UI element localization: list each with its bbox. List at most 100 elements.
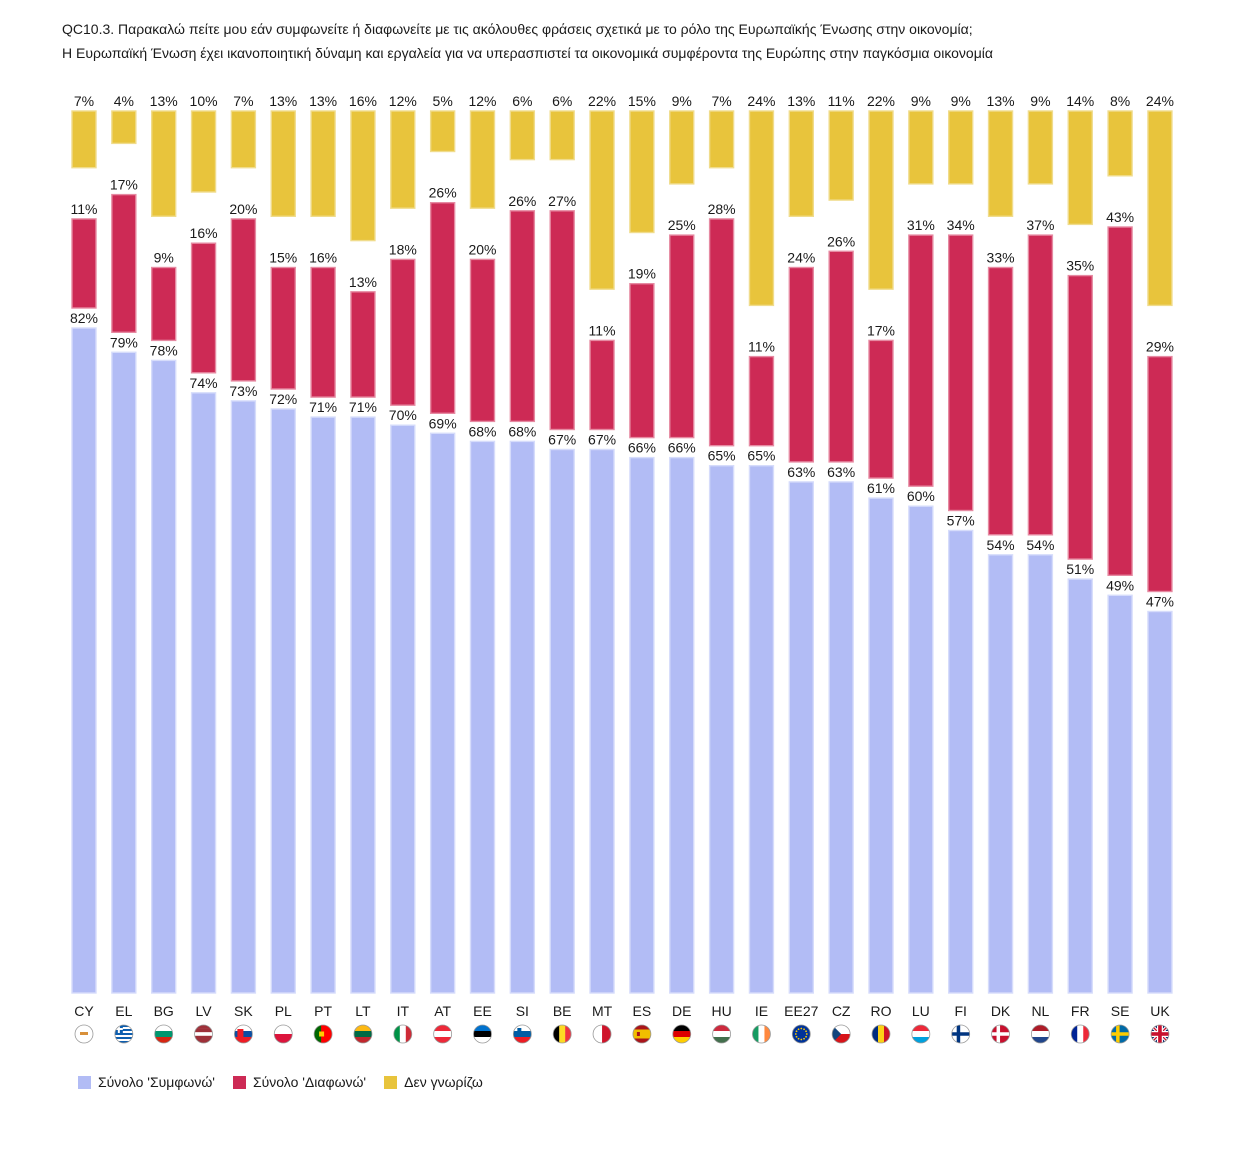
uk-flag-icon <box>1150 1024 1170 1044</box>
label-agree-ie: 65% <box>747 448 775 464</box>
category-label-si: SI <box>516 1003 529 1019</box>
bar-disagree-ee <box>469 258 496 423</box>
category-label-cy: CY <box>74 1003 94 1019</box>
category-label-ee27: EE27 <box>784 1003 818 1019</box>
bar-disagree-at <box>429 201 456 415</box>
bar-disagree-it <box>390 258 416 406</box>
category-label-de: DE <box>672 1003 691 1019</box>
chart-legend: Σύνολο 'Συμφωνώ' Σύνολο 'Διαφωνώ' Δεν γν… <box>78 1074 501 1090</box>
label-disagree-es: 19% <box>628 266 656 282</box>
bar-agree-nl <box>1027 554 1054 994</box>
bar-disagree-pl <box>270 266 296 390</box>
ee-flag-icon <box>473 1024 492 1044</box>
ie-flag-icon <box>752 1024 771 1044</box>
bar-agree-pt <box>310 416 336 994</box>
chart-title-line-1: QC10.3. Παρακαλώ πείτε μου εάν συμφωνείτ… <box>62 21 973 37</box>
label-dont-know-hu: 7% <box>711 93 731 109</box>
bar-disagree-ie <box>748 355 775 447</box>
bar-disagree-cz <box>828 250 854 463</box>
nl-flag-icon <box>1031 1024 1050 1044</box>
gr-flag-icon <box>114 1024 134 1044</box>
se-flag-icon <box>1110 1024 1130 1044</box>
bar-dont-know-pl <box>270 110 296 218</box>
label-dont-know-lv: 10% <box>190 93 218 109</box>
cz-flag-icon <box>831 1024 851 1044</box>
label-disagree-se: 43% <box>1106 209 1134 225</box>
category-label-dk: DK <box>991 1003 1011 1019</box>
legend-swatch-agree <box>78 1075 91 1089</box>
bar-dont-know-fr <box>1067 110 1093 226</box>
bar-disagree-cy <box>71 218 97 309</box>
bar-disagree-fi <box>948 234 974 512</box>
si-flag-icon <box>512 1024 532 1044</box>
label-dont-know-pl: 13% <box>269 93 297 109</box>
label-agree-nl: 54% <box>1026 537 1054 553</box>
bar-agree-dk <box>987 554 1014 994</box>
bg-flag-icon <box>154 1024 174 1044</box>
label-agree-pl: 72% <box>269 391 297 407</box>
label-dont-know-ro: 22% <box>867 93 895 109</box>
bar-agree-ro <box>868 497 894 994</box>
be-flag-icon <box>552 1024 572 1044</box>
bar-dont-know-lt <box>350 110 376 242</box>
label-dont-know-it: 12% <box>389 93 417 109</box>
bar-agree-ee27 <box>788 481 814 994</box>
bar-dont-know-el <box>111 110 137 145</box>
label-dont-know-uk: 24% <box>1146 93 1174 109</box>
bar-agree-be <box>549 448 575 994</box>
bar-disagree-hu <box>708 218 735 447</box>
label-dont-know-lu: 9% <box>911 93 931 109</box>
category-label-mt: MT <box>592 1003 613 1019</box>
label-disagree-mt: 11% <box>589 322 616 338</box>
label-disagree-cz: 26% <box>827 233 855 249</box>
label-disagree-fr: 35% <box>1066 258 1094 274</box>
legend-label-dont-know: Δεν γνωρίζω <box>404 1074 483 1090</box>
label-disagree-bg: 9% <box>154 250 174 266</box>
bar-disagree-lt <box>350 291 376 398</box>
category-label-hu: HU <box>711 1003 731 1019</box>
category-label-bg: BG <box>154 1003 174 1019</box>
label-agree-lv: 74% <box>190 375 218 391</box>
bar-disagree-dk <box>987 266 1014 536</box>
bar-agree-at <box>429 432 456 994</box>
category-label-nl: NL <box>1031 1003 1049 1019</box>
label-agree-dk: 54% <box>987 537 1015 553</box>
category-label-lu: LU <box>912 1003 930 1019</box>
category-label-fr: FR <box>1071 1003 1090 1019</box>
label-agree-ee27: 63% <box>787 464 815 480</box>
label-dont-know-pt: 13% <box>309 93 337 109</box>
bar-dont-know-bg <box>150 110 177 218</box>
label-agree-lt: 71% <box>349 399 377 415</box>
bar-disagree-el <box>111 193 137 334</box>
bar-dont-know-ee <box>469 110 496 209</box>
ro-flag-icon <box>871 1024 891 1044</box>
label-dont-know-dk: 13% <box>987 93 1015 109</box>
lu-flag-icon <box>911 1024 931 1044</box>
bar-agree-es <box>629 456 655 994</box>
bar-agree-lu <box>908 505 934 994</box>
label-agree-de: 66% <box>668 440 696 456</box>
bar-dont-know-lu <box>908 110 934 185</box>
category-label-pt: PT <box>314 1003 332 1019</box>
legend-swatch-disagree <box>232 1075 246 1089</box>
bar-disagree-fr <box>1067 274 1093 560</box>
label-agree-pt: 71% <box>309 399 337 415</box>
label-dont-know-bg: 13% <box>150 93 178 109</box>
label-dont-know-ee: 12% <box>468 93 496 109</box>
legend-swatch-dont-know <box>384 1075 398 1089</box>
sk-flag-icon <box>233 1024 253 1044</box>
bar-dont-know-de <box>669 110 695 185</box>
label-disagree-nl: 37% <box>1026 217 1054 233</box>
legend-item-dont-know: Δεν γνωρίζω <box>384 1074 483 1090</box>
bar-dont-know-cz <box>828 110 854 201</box>
bar-disagree-lv <box>190 242 217 374</box>
bar-agree-pl <box>270 408 296 994</box>
bar-disagree-si <box>509 210 536 423</box>
category-label-es: ES <box>633 1003 652 1019</box>
bar-disagree-bg <box>150 266 177 342</box>
label-disagree-ro: 17% <box>867 322 895 338</box>
category-label-pl: PL <box>275 1003 292 1019</box>
bar-dont-know-si <box>509 110 536 161</box>
bar-disagree-lu <box>908 234 934 487</box>
